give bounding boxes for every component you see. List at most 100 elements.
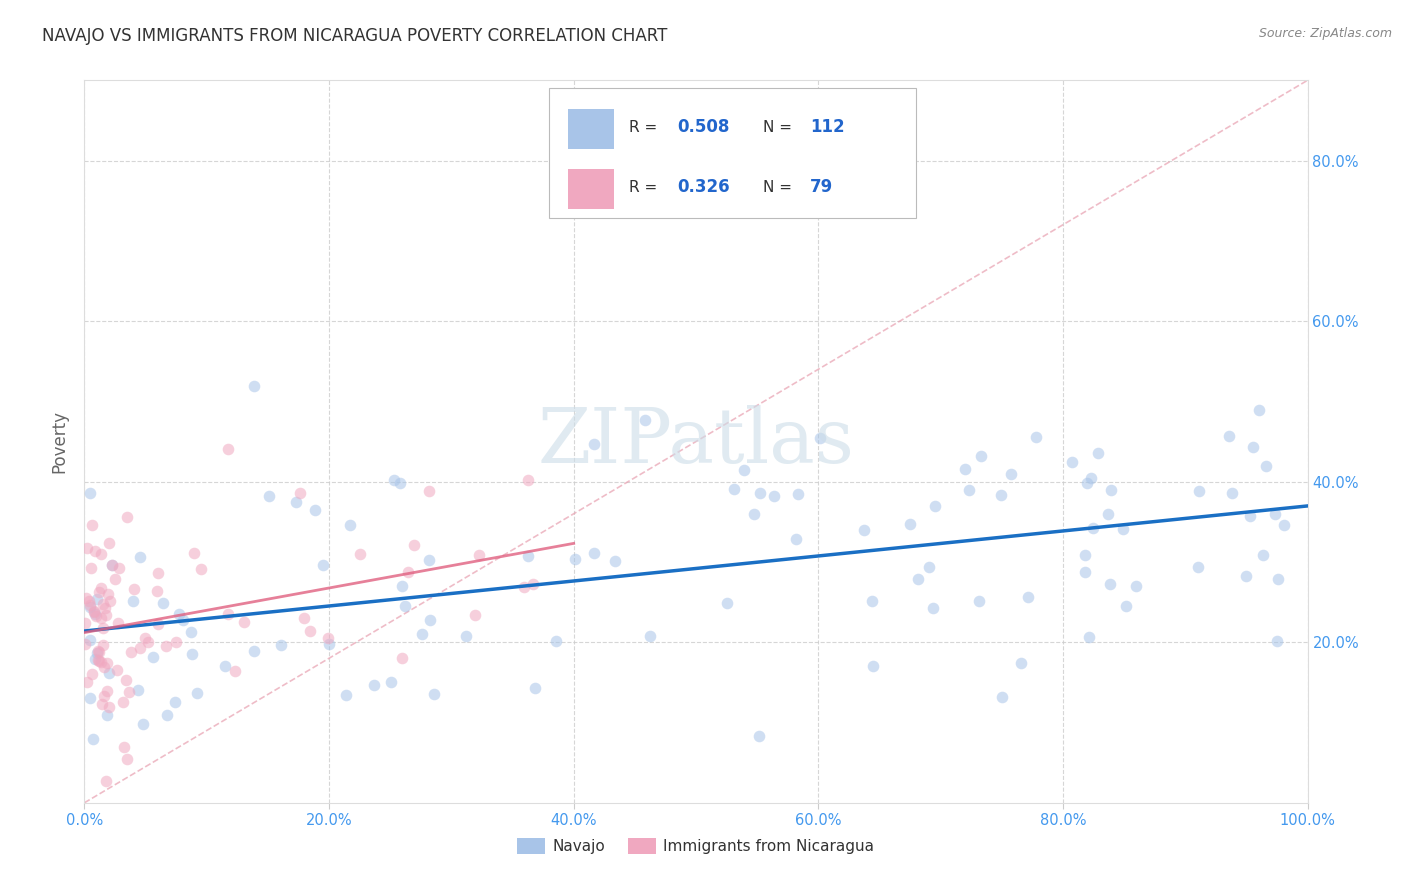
Point — [98, 594, 121, 608]
Point — [1078, 630, 1101, 644]
Point — [122, 582, 145, 596]
Point — [311, 558, 333, 573]
Text: R =: R = — [628, 179, 662, 194]
Point — [129, 549, 152, 564]
Point — [1097, 508, 1119, 522]
Point — [96, 684, 118, 698]
Legend: Navajo, Immigrants from Nicaragua: Navajo, Immigrants from Nicaragua — [512, 832, 880, 860]
Point — [96, 707, 118, 722]
Point — [183, 546, 205, 560]
Point — [862, 659, 884, 673]
Point — [454, 629, 477, 643]
Point — [79, 690, 101, 705]
Point — [98, 535, 121, 549]
FancyBboxPatch shape — [550, 87, 917, 218]
Point — [91, 638, 114, 652]
Text: Source: ZipAtlas.com: Source: ZipAtlas.com — [1258, 27, 1392, 40]
Point — [84, 609, 107, 624]
Text: NAVAJO VS IMMIGRANTS FROM NICARAGUA POVERTY CORRELATION CHART: NAVAJO VS IMMIGRANTS FROM NICARAGUA POVE… — [42, 27, 668, 45]
Point — [786, 487, 808, 501]
Point — [165, 634, 187, 648]
Point — [86, 592, 108, 607]
Point — [422, 687, 444, 701]
Point — [180, 648, 202, 662]
Point — [179, 624, 201, 639]
Point — [80, 667, 103, 681]
Point — [1187, 560, 1209, 574]
Point — [104, 572, 127, 586]
Point — [1083, 521, 1105, 535]
Point — [167, 607, 190, 621]
Point — [84, 651, 107, 665]
Point — [1247, 402, 1270, 417]
Point — [723, 482, 745, 496]
Point — [152, 596, 174, 610]
Point — [146, 566, 169, 580]
Point — [214, 659, 236, 673]
Point — [1188, 483, 1211, 498]
Point — [77, 594, 100, 608]
Point — [84, 607, 107, 622]
Point — [418, 553, 440, 567]
Point — [1220, 485, 1243, 500]
Point — [391, 579, 413, 593]
Point — [389, 476, 412, 491]
Point — [136, 635, 159, 649]
Point — [76, 541, 98, 555]
Point — [83, 544, 105, 558]
Point — [93, 689, 115, 703]
Point — [516, 549, 538, 563]
Point — [142, 649, 165, 664]
Point — [120, 645, 142, 659]
Point — [107, 615, 129, 630]
Point — [1010, 656, 1032, 670]
Point — [243, 644, 266, 658]
Point — [318, 637, 340, 651]
Point — [464, 607, 486, 622]
Point — [1239, 509, 1261, 524]
Point — [1112, 522, 1135, 536]
Point — [186, 685, 208, 699]
Point — [1254, 459, 1277, 474]
Point — [304, 503, 326, 517]
Point — [105, 664, 128, 678]
Point — [1087, 446, 1109, 460]
Point — [716, 596, 738, 610]
Point — [512, 580, 534, 594]
Point — [396, 565, 419, 579]
Point — [860, 594, 883, 608]
Point — [411, 627, 433, 641]
Text: 0.508: 0.508 — [678, 119, 730, 136]
Point — [582, 437, 605, 451]
Y-axis label: Poverty: Poverty — [51, 410, 69, 473]
Point — [404, 538, 426, 552]
Point — [90, 581, 112, 595]
Point — [90, 655, 112, 669]
Point — [419, 613, 441, 627]
Point — [349, 547, 371, 561]
Point — [907, 572, 929, 586]
Point — [853, 524, 876, 538]
Point — [112, 695, 135, 709]
Point — [292, 611, 315, 625]
Point — [1115, 599, 1137, 613]
Point — [969, 449, 991, 463]
Point — [1241, 440, 1264, 454]
Point — [1080, 470, 1102, 484]
Point — [156, 708, 179, 723]
Text: N =: N = — [763, 179, 797, 194]
Point — [924, 499, 946, 513]
Point — [922, 600, 945, 615]
Point — [517, 473, 540, 487]
Point — [75, 591, 97, 606]
Point — [288, 486, 311, 500]
Point — [918, 560, 941, 574]
Point — [163, 695, 186, 709]
Point — [603, 554, 626, 568]
Point — [97, 699, 120, 714]
Point — [990, 488, 1012, 502]
Point — [132, 716, 155, 731]
Point — [83, 603, 105, 617]
Point — [1076, 475, 1098, 490]
Text: 79: 79 — [810, 178, 832, 196]
